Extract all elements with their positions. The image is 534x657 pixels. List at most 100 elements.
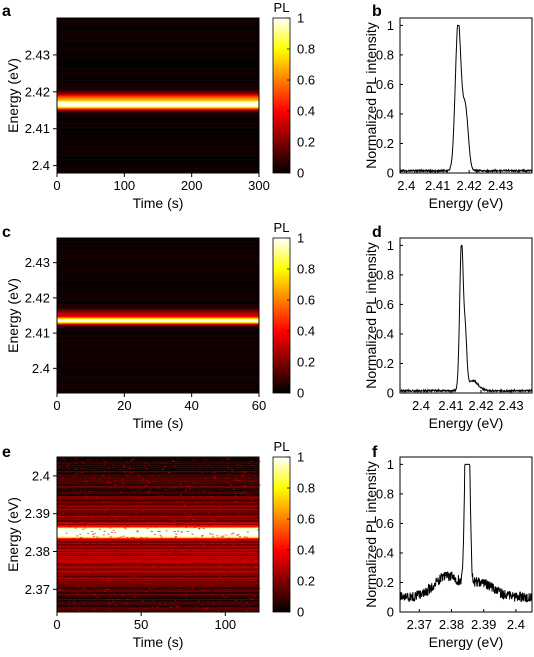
heatmap-speckle-dot — [163, 556, 166, 558]
heatmap-speckle-dot — [89, 491, 92, 492]
heatmap-speckle-dot — [101, 579, 104, 581]
heatmap-row — [57, 58, 259, 60]
heatmap-row — [57, 136, 259, 138]
heatmap-row — [57, 289, 259, 291]
heatmap-speckle-dot — [204, 540, 207, 542]
heatmap-rows — [57, 457, 259, 613]
heatmap-speckle-dot — [155, 538, 158, 540]
heatmap-speckle-dot — [251, 465, 253, 467]
heatmap-speckle-dot — [79, 588, 82, 590]
heatmap-speckle-dot — [77, 584, 80, 586]
colorbar-tick-label: 0.6 — [297, 293, 315, 308]
heatmap-speckle-dot — [79, 533, 82, 535]
heatmap-speckle-dot — [62, 505, 65, 507]
heatmap-speckle-dot — [91, 531, 94, 533]
heatmap-row — [57, 523, 259, 525]
panel-letter: f — [372, 444, 378, 461]
heatmap-row — [57, 169, 259, 171]
heatmap-speckle-dot — [177, 523, 180, 525]
heatmap-speckle-dot — [140, 542, 143, 544]
heatmap-row — [57, 346, 259, 348]
heatmap-speckle-dot — [115, 604, 118, 606]
heatmap-speckle-dot — [109, 579, 111, 581]
heatmap-row — [57, 500, 259, 502]
heatmap-speckle-dot — [251, 580, 254, 581]
heatmap-speckle-dot — [119, 469, 122, 471]
heatmap-row — [57, 283, 259, 285]
heatmap-speckle-dot — [113, 461, 116, 463]
heatmap-speckle-dot — [151, 475, 153, 477]
heatmap-row — [57, 152, 259, 154]
heatmap-speckle-dot — [144, 547, 147, 549]
heatmap-speckle-dot — [251, 590, 254, 592]
heatmap-speckle-dot — [76, 535, 79, 537]
heatmap-speckle-dot — [108, 589, 111, 591]
heatmap-row — [57, 598, 259, 600]
heatmap-speckle-dot — [164, 554, 166, 556]
x-tick-label: 100 — [214, 617, 236, 632]
heatmap-speckle-dot — [143, 583, 146, 584]
heatmap-speckle-dot — [171, 460, 174, 462]
heatmap-row — [57, 282, 259, 284]
heatmap-speckle-dot — [186, 562, 189, 564]
panel-e: 0 50 100 2.37 2.38 2.39 2.4 Time (s) Energy (eV)… — [2, 439, 315, 650]
heatmap-speckle-dot — [158, 603, 161, 605]
heatmap-speckle-dot — [227, 477, 230, 479]
heatmap-row — [57, 111, 259, 113]
heatmap-speckle-dot — [122, 557, 125, 559]
heatmap-speckle-dot — [194, 605, 197, 607]
heatmap-speckle-dot — [239, 474, 242, 475]
heatmap-speckle-dot — [132, 459, 135, 460]
heatmap-speckle-dot — [187, 603, 190, 605]
heatmap-row — [57, 301, 259, 303]
heatmap-speckle-dot — [75, 562, 78, 564]
heatmap-row — [57, 239, 259, 241]
heatmap-speckle-dot — [68, 478, 71, 480]
heatmap-speckle-dot — [114, 484, 116, 486]
heatmap-row — [57, 272, 259, 274]
heatmap-speckle-dot — [94, 473, 97, 475]
heatmap-speckle-dot — [178, 585, 180, 587]
heatmap-row — [57, 150, 259, 152]
heatmap-row — [57, 171, 259, 173]
heatmap-speckle-dot — [151, 606, 154, 608]
heatmap-speckle-dot — [222, 595, 225, 597]
heatmap-speckle-dot — [68, 566, 71, 567]
heatmap-speckle-dot — [137, 584, 140, 586]
heatmap-speckle-dot — [172, 519, 175, 521]
heatmap-speckle-dot — [63, 459, 66, 461]
heatmap-speckle-dot — [226, 578, 229, 580]
heatmap-row — [57, 356, 259, 358]
heatmap-speckle-dot — [246, 570, 249, 572]
heatmap-row — [57, 304, 259, 306]
heatmap-speckle-dot — [222, 535, 225, 537]
heatmap-speckle-dot — [101, 503, 104, 504]
heatmap-speckle-dot — [79, 548, 82, 549]
heatmap-speckle-dot — [126, 465, 129, 467]
heatmap-row — [57, 60, 259, 62]
heatmap-speckle-dot — [165, 579, 168, 581]
heatmap-row — [57, 557, 259, 559]
heatmap-row — [57, 535, 259, 537]
heatmap-speckle-dot — [66, 466, 69, 467]
heatmap-speckle-dot — [230, 468, 233, 470]
heatmap-speckle-dot — [76, 492, 79, 494]
heatmap-row — [57, 592, 259, 594]
heatmap-speckle-dot — [130, 510, 133, 512]
heatmap-speckle-dot — [219, 504, 222, 506]
heatmap-row — [57, 345, 259, 347]
heatmap-speckle-dot — [115, 556, 118, 558]
heatmap-row — [57, 499, 259, 501]
heatmap-speckle-dot — [59, 547, 62, 549]
heatmap-speckle-dot — [156, 567, 159, 569]
heatmap-row — [57, 553, 259, 555]
heatmap-speckle-dot — [247, 506, 250, 508]
heatmap-row — [57, 528, 259, 530]
heatmap-row — [57, 462, 259, 464]
heatmap-row — [57, 323, 259, 325]
colorbar-tick-label: 0 — [297, 386, 304, 401]
heatmap-row — [57, 146, 259, 148]
heatmap-speckle-dot — [226, 465, 229, 467]
heatmap-row — [57, 605, 259, 607]
heatmap-speckle-dot — [247, 462, 250, 464]
